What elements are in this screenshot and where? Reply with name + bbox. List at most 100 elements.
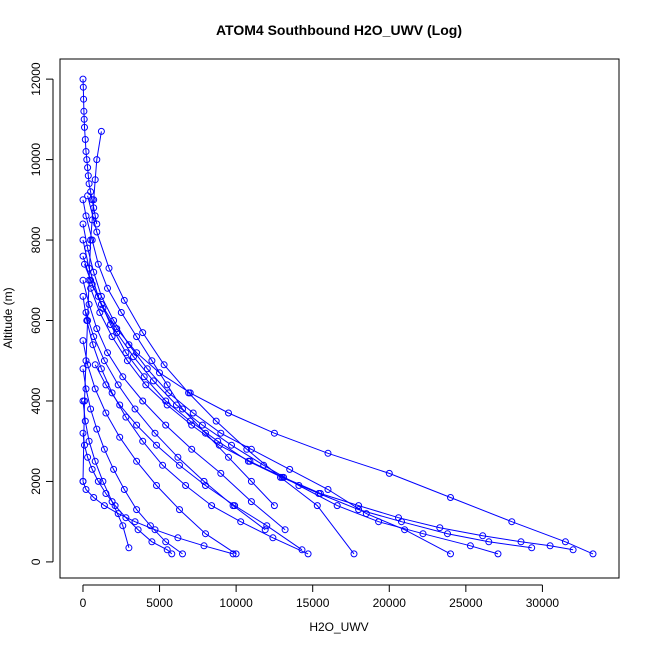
data-point (247, 445, 255, 453)
data-point (281, 526, 289, 534)
data-point (83, 156, 91, 164)
data-point (84, 172, 92, 180)
y-tick-label: 4000 (29, 387, 43, 414)
data-point (105, 264, 113, 272)
data-point (85, 264, 93, 272)
data-point (163, 546, 171, 554)
data-point (202, 530, 209, 538)
data-point (270, 429, 278, 437)
data-point (82, 148, 90, 155)
data-point (436, 524, 444, 532)
data-point (94, 260, 102, 268)
data-point (116, 433, 124, 441)
data-point (304, 550, 312, 558)
data-point (163, 381, 171, 389)
data-point (212, 417, 220, 425)
data-point (90, 333, 98, 341)
series-line (90, 288, 574, 551)
data-point (133, 333, 141, 341)
data-point (168, 550, 176, 558)
data-point (113, 325, 121, 333)
data-point (247, 498, 255, 506)
data-point (324, 449, 332, 457)
series-line (82, 481, 234, 555)
data-point (172, 401, 180, 409)
data-point (102, 381, 110, 389)
data-point (202, 482, 209, 489)
data-point (485, 538, 493, 546)
x-tick-label: 20000 (373, 596, 407, 610)
data-point (350, 550, 358, 558)
chart-title: ATOM4 Southbound H2O_UWV (Log) (216, 22, 462, 38)
data-point (189, 409, 197, 417)
data-point (139, 437, 147, 445)
data-point (270, 502, 278, 510)
series-line (82, 368, 183, 555)
data-point (80, 115, 88, 123)
data-point (355, 506, 363, 514)
data-point (246, 457, 254, 465)
data-point (148, 538, 156, 546)
data-point (89, 341, 97, 349)
data-point (185, 389, 193, 397)
x-axis: 0 5000 10000 15000 20000 25000 30000 (80, 584, 559, 610)
data-point (269, 534, 277, 542)
data-point (139, 397, 147, 405)
data-point (100, 445, 108, 453)
data-point (84, 453, 92, 461)
data-point (79, 337, 87, 345)
data-point (569, 546, 577, 554)
data-point (162, 538, 170, 546)
data-point (111, 502, 119, 510)
data-point (163, 401, 171, 409)
data-point (88, 465, 96, 473)
data-point (90, 204, 98, 212)
data-point (133, 457, 141, 465)
data-point (174, 534, 182, 542)
data-point (130, 353, 137, 361)
data-point (113, 329, 121, 337)
series-line (82, 433, 173, 555)
data-point (133, 506, 141, 514)
data-point (134, 526, 142, 534)
data-point (200, 477, 208, 485)
data-point (82, 486, 90, 493)
x-tick-label: 25000 (449, 596, 483, 610)
data-point (81, 441, 88, 449)
y-tick-label: 10000 (29, 143, 43, 177)
data-point (81, 260, 88, 268)
x-axis-label: H2O_UWV (309, 620, 368, 634)
data-point (102, 490, 110, 497)
data-point (198, 421, 206, 429)
data-point (214, 437, 222, 445)
data-point (82, 212, 90, 220)
series-line (82, 296, 309, 555)
data-point (280, 473, 288, 481)
data-point (316, 490, 324, 497)
x-tick-label: 5000 (146, 596, 173, 610)
data-point (79, 365, 87, 373)
data-point (385, 469, 393, 477)
data-point (156, 369, 163, 377)
data-point (162, 421, 170, 429)
data-point (83, 317, 91, 324)
data-point (79, 397, 87, 405)
series-line (85, 312, 266, 531)
data-point (93, 220, 101, 228)
data-point (142, 381, 150, 389)
data-point (231, 502, 239, 510)
series-line (82, 280, 286, 531)
data-point (108, 333, 116, 341)
data-point (401, 526, 409, 534)
data-point (99, 477, 107, 485)
data-point (447, 494, 454, 501)
data-point (84, 192, 92, 200)
data-point (114, 381, 122, 389)
data-point (324, 486, 332, 493)
data-point (133, 421, 141, 429)
data-point (200, 542, 208, 550)
data-point (84, 244, 92, 252)
data-point (79, 477, 87, 485)
data-point (81, 123, 88, 131)
